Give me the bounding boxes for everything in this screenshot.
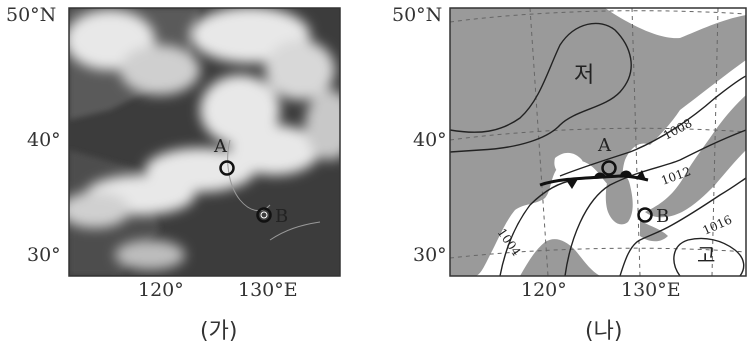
landmass-japan xyxy=(645,95,746,218)
high-pressure-label: 고 xyxy=(697,243,715,267)
panel-a-point-b-marker xyxy=(256,207,272,223)
panel-b-lat-40: 40° xyxy=(413,129,447,151)
panel-a-point-b-label: B xyxy=(275,206,288,227)
landmass-south-china xyxy=(450,239,600,276)
panel-a-lon-120: 120° xyxy=(138,279,184,301)
weather-map xyxy=(450,8,746,276)
landmass-kyushu xyxy=(640,220,668,242)
low-pressure-label: 저 xyxy=(574,63,594,88)
panel-a-frame xyxy=(68,7,341,277)
panel-a-point-a-marker xyxy=(219,160,235,176)
panel-b-point-b-marker xyxy=(637,207,653,223)
panel-a-lat-40: 40° xyxy=(27,129,61,151)
panel-b-lon-120: 120° xyxy=(521,279,567,301)
panel-a-point-b-inner xyxy=(260,211,268,219)
front-symbols xyxy=(566,170,646,189)
panel-a-caption: (가) xyxy=(200,319,238,344)
panel-b-frame xyxy=(449,7,747,277)
panel-a-lat-50: 50°N xyxy=(6,4,57,26)
landmass-mainland xyxy=(450,8,746,276)
panel-b-point-a-marker xyxy=(601,160,617,176)
panel-b-point-a-label: A xyxy=(597,135,612,156)
graticule xyxy=(450,8,746,276)
panel-b-caption: (나) xyxy=(585,319,623,344)
panel-b-lat-50: 50°N xyxy=(392,4,443,26)
panel-a-lon-130e: 130°E xyxy=(238,279,298,301)
panel-b-lat-30: 30° xyxy=(413,244,447,266)
panel-b-lon-130e: 130°E xyxy=(621,279,681,301)
panel-a-lat-30: 30° xyxy=(27,244,61,266)
panel-b-point-b-label: B xyxy=(656,206,669,227)
panel-a-point-a-label: A xyxy=(213,136,228,157)
satellite-image xyxy=(69,8,340,276)
